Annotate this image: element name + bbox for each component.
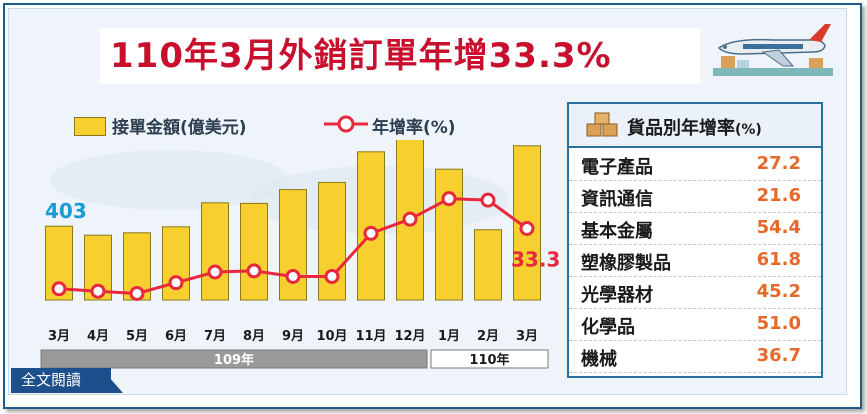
chart-bar bbox=[474, 229, 502, 301]
panel-row-value: 27.2 bbox=[756, 153, 801, 174]
page-title: 110年3月外銷訂單年增33.3% bbox=[110, 36, 612, 76]
chart-line-point bbox=[207, 264, 223, 280]
read-more-button[interactable]: 全文閱讀 bbox=[11, 368, 111, 393]
panel-unit: (%) bbox=[735, 122, 762, 138]
chart-line-point bbox=[441, 191, 457, 207]
legend-line-label: 年增率(%) bbox=[372, 118, 456, 138]
panel-row-name: 塑橡膠製品 bbox=[581, 253, 671, 274]
panel-row-name: 基本金屬 bbox=[581, 221, 653, 242]
chart-line-point bbox=[168, 275, 184, 291]
chart-line-point bbox=[285, 268, 301, 284]
panel-title-text: 貨品別年增率 bbox=[627, 118, 735, 139]
year-group-band bbox=[40, 349, 428, 369]
chart-tick-label: 3月 bbox=[48, 329, 70, 344]
chart-line-point bbox=[480, 192, 496, 208]
chart-tick-label: 2月 bbox=[477, 329, 499, 344]
chart-data-label: 403 bbox=[45, 199, 87, 223]
panel-row: 塑橡膠製品 61.8 bbox=[569, 244, 821, 277]
panel-row: 化學品 51.0 bbox=[569, 308, 821, 341]
year-group-label: 109年 bbox=[214, 352, 254, 368]
panel-row-value: 54.4 bbox=[756, 217, 801, 238]
panel-row-value: 21.6 bbox=[756, 185, 801, 206]
chart-line-point bbox=[324, 268, 340, 284]
chart-line-point bbox=[402, 211, 418, 227]
panel-row: 基本金屬 54.4 bbox=[569, 212, 821, 245]
year-group-band bbox=[430, 349, 549, 369]
panel-row-name: 化學品 bbox=[581, 317, 635, 338]
chart-data-label: 33.3 bbox=[511, 248, 560, 272]
legend-line-swatch bbox=[324, 115, 368, 133]
panel-row-name: 光學器材 bbox=[581, 285, 653, 306]
panel-header: 貨品別年增率(%) bbox=[569, 104, 821, 148]
legend-bar-label: 接單金額(億美元) bbox=[112, 118, 247, 138]
box-icon bbox=[586, 112, 618, 137]
panel-row-name: 機械 bbox=[581, 349, 617, 370]
year-group-label: 110年 bbox=[469, 352, 509, 368]
panel-row-value: 36.7 bbox=[756, 345, 801, 366]
panel-row: 電子產品 27.2 bbox=[569, 148, 821, 181]
chart-tick-label: 12月 bbox=[394, 329, 425, 344]
category-growth-panel: 貨品別年增率(%) 電子產品 27.2 資訊通信 21.6 基本金屬 54.4 塑橡膠製品 6… bbox=[567, 102, 823, 378]
panel-row: 資訊通信 21.6 bbox=[569, 180, 821, 213]
chart-line-point bbox=[90, 283, 106, 299]
chart-tick-label: 3月 bbox=[516, 329, 538, 344]
chart-bar bbox=[201, 202, 229, 301]
chart-tick-label: 11月 bbox=[355, 329, 386, 344]
chart-data-label: 537 bbox=[509, 140, 551, 143]
panel-row-value: 51.0 bbox=[756, 313, 801, 334]
chart-tick-label: 10月 bbox=[316, 329, 347, 344]
panel-row: 光學器材 45.2 bbox=[569, 276, 821, 309]
panel-row-value: 45.2 bbox=[756, 281, 801, 302]
legend-bar-swatch bbox=[74, 117, 106, 136]
chart-bar bbox=[240, 202, 268, 301]
chart-tick-label: 7月 bbox=[204, 329, 226, 344]
plane-icon bbox=[713, 24, 833, 76]
chart-line-point bbox=[129, 285, 145, 301]
panel-row-name: 電子產品 bbox=[581, 157, 653, 178]
chart-line-point bbox=[51, 281, 67, 297]
chart: 403 537 33.3 3月 4月 5月 6月 7月 8月 9月 10月 11月 12月 1月 2月 3月 1… bbox=[40, 140, 560, 369]
chart-bar bbox=[435, 168, 463, 301]
panel-title: 貨品別年增率(%) bbox=[627, 114, 762, 140]
chart-tick-label: 5月 bbox=[126, 329, 148, 344]
chart-tick-label: 9月 bbox=[282, 329, 304, 344]
chart-tick-label: 1月 bbox=[438, 329, 460, 344]
chart-line-point bbox=[363, 225, 379, 241]
chart-tick-label: 8月 bbox=[243, 329, 265, 344]
chart-line-point bbox=[519, 221, 535, 237]
panel-row-value: 61.8 bbox=[756, 249, 801, 270]
chart-line-point bbox=[246, 263, 262, 279]
panel-row-name: 資訊通信 bbox=[581, 189, 653, 210]
read-more-button-tail bbox=[101, 368, 123, 393]
chart-tick-label: 6月 bbox=[165, 329, 187, 344]
panel-row: 機械 36.7 bbox=[569, 340, 821, 373]
chart-tick-label: 4月 bbox=[87, 329, 109, 344]
title-band bbox=[100, 28, 700, 84]
background-map-shape bbox=[50, 150, 290, 210]
